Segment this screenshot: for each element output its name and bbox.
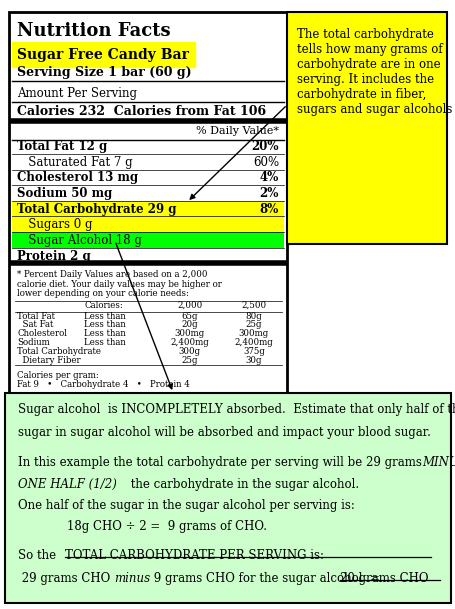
Text: Sodium 50 mg: Sodium 50 mg bbox=[17, 187, 112, 200]
Text: Nutrition Facts: Nutrition Facts bbox=[17, 22, 171, 40]
Text: 20g: 20g bbox=[181, 320, 198, 329]
Text: Sugar Free Candy Bar: Sugar Free Candy Bar bbox=[17, 48, 189, 62]
Text: 65g: 65g bbox=[181, 312, 198, 320]
Text: 300g: 300g bbox=[178, 347, 201, 356]
Text: Cholesterol 13 mg: Cholesterol 13 mg bbox=[17, 172, 138, 185]
Text: 375g: 375g bbox=[243, 347, 264, 356]
Text: 29 grams CHO: 29 grams CHO bbox=[18, 572, 114, 585]
Text: One half of the sugar in the sugar alcohol per serving is:: One half of the sugar in the sugar alcoh… bbox=[18, 499, 354, 512]
Text: 4%: 4% bbox=[259, 172, 278, 185]
Text: 25g: 25g bbox=[181, 356, 198, 365]
Text: Calories per gram:: Calories per gram: bbox=[17, 371, 99, 381]
Text: Fat 9   •   Carbohydrate 4   •   Protein 4: Fat 9 • Carbohydrate 4 • Protein 4 bbox=[17, 380, 190, 389]
Bar bbox=[12, 201, 284, 216]
Text: 60%: 60% bbox=[252, 156, 278, 169]
Text: Less than: Less than bbox=[84, 320, 126, 329]
Text: 2%: 2% bbox=[259, 187, 278, 200]
Text: Total Carbohydrate: Total Carbohydrate bbox=[17, 347, 101, 356]
Text: ONE HALF (1/2): ONE HALF (1/2) bbox=[18, 478, 116, 491]
Text: Saturated Fat 7 g: Saturated Fat 7 g bbox=[17, 156, 133, 169]
Text: % Daily Value*: % Daily Value* bbox=[196, 126, 278, 136]
Text: 2,400mg: 2,400mg bbox=[170, 338, 209, 347]
Text: Total Fat 12 g: Total Fat 12 g bbox=[17, 140, 107, 153]
Text: 20 grams CHO: 20 grams CHO bbox=[339, 572, 427, 585]
Text: MINUS: MINUS bbox=[421, 456, 455, 469]
Text: Sat Fat: Sat Fat bbox=[17, 320, 54, 329]
Text: the carbohydrate in the sugar alcohol.: the carbohydrate in the sugar alcohol. bbox=[127, 478, 359, 491]
Text: calorie diet. Your daily values may be higher or: calorie diet. Your daily values may be h… bbox=[17, 280, 222, 289]
Text: 25g: 25g bbox=[245, 320, 262, 329]
Text: 20%: 20% bbox=[251, 140, 278, 153]
Text: TOTAL CARBOHYDRATE PER SERVING is:: TOTAL CARBOHYDRATE PER SERVING is: bbox=[65, 549, 323, 562]
Text: Amount Per Serving: Amount Per Serving bbox=[17, 86, 137, 99]
Text: The total carbohydrate
tells how many grams of
carbohydrate are in one
serving. : The total carbohydrate tells how many gr… bbox=[296, 29, 451, 116]
Text: Calories:: Calories: bbox=[84, 301, 123, 310]
Text: Protein 2 g: Protein 2 g bbox=[17, 250, 91, 262]
Text: 2,000: 2,000 bbox=[177, 301, 202, 310]
Text: Less than: Less than bbox=[84, 312, 126, 320]
Text: Calories 232  Calories from Fat 106: Calories 232 Calories from Fat 106 bbox=[17, 105, 266, 118]
Text: 2,500: 2,500 bbox=[241, 301, 266, 310]
Text: 80g: 80g bbox=[245, 312, 262, 320]
Text: 8%: 8% bbox=[259, 203, 278, 216]
Text: sugar in sugar alcohol will be absorbed and impact your blood sugar.: sugar in sugar alcohol will be absorbed … bbox=[18, 426, 430, 440]
Text: 18g CHO ÷ 2 =  9 grams of CHO.: 18g CHO ÷ 2 = 9 grams of CHO. bbox=[67, 520, 267, 533]
Text: Sodium: Sodium bbox=[17, 338, 50, 347]
Text: Dietary Fiber: Dietary Fiber bbox=[17, 356, 81, 365]
Text: In this example the total carbohydrate per serving will be 29 grams: In this example the total carbohydrate p… bbox=[18, 456, 425, 469]
Text: So the: So the bbox=[18, 549, 60, 562]
Text: 9 grams CHO for the sugar alcohol  =: 9 grams CHO for the sugar alcohol = bbox=[149, 572, 383, 585]
Text: Serving Size 1 bar (60 g): Serving Size 1 bar (60 g) bbox=[17, 66, 192, 79]
Text: 300mg: 300mg bbox=[238, 329, 268, 338]
Bar bbox=[12, 216, 284, 232]
Text: Sugar alcohol  is INCOMPLETELY absorbed.  Estimate that only half of the: Sugar alcohol is INCOMPLETELY absorbed. … bbox=[18, 403, 455, 417]
Text: 30g: 30g bbox=[245, 356, 262, 365]
Text: Less than: Less than bbox=[84, 329, 126, 338]
Text: Total Carbohydrate 29 g: Total Carbohydrate 29 g bbox=[17, 203, 177, 216]
Text: 2,400mg: 2,400mg bbox=[234, 338, 273, 347]
Text: Sugar Alcohol 18 g: Sugar Alcohol 18 g bbox=[17, 234, 142, 247]
Text: Cholesterol: Cholesterol bbox=[17, 329, 67, 338]
Text: Less than: Less than bbox=[84, 338, 126, 347]
Text: Sugars 0 g: Sugars 0 g bbox=[17, 219, 93, 231]
Bar bbox=[12, 232, 284, 248]
Text: Total Fat: Total Fat bbox=[17, 312, 56, 320]
Text: minus: minus bbox=[114, 572, 150, 585]
Text: lower depending on your calorie needs:: lower depending on your calorie needs: bbox=[17, 289, 189, 298]
Text: 300mg: 300mg bbox=[174, 329, 205, 338]
Text: * Percent Daily Values are based on a 2,000: * Percent Daily Values are based on a 2,… bbox=[17, 270, 207, 279]
